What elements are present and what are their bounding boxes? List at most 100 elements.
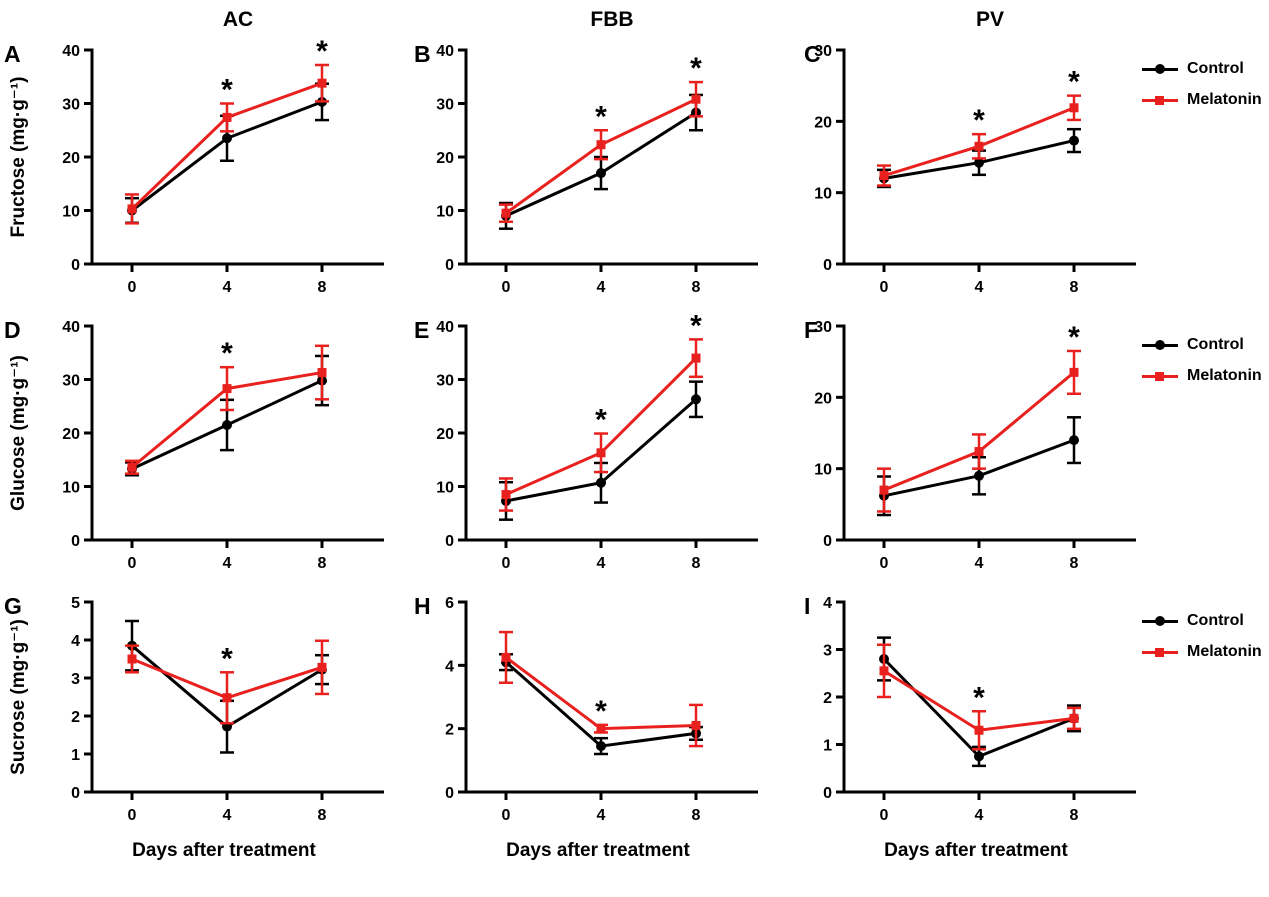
legend-item-control: Control bbox=[1142, 60, 1269, 78]
y-tick-label: 0 bbox=[71, 257, 80, 274]
melatonin-marker bbox=[501, 208, 511, 218]
panel-letter: G bbox=[4, 593, 22, 619]
control-marker bbox=[974, 470, 984, 481]
legend-item-melatonin: Melatonin bbox=[1142, 367, 1269, 385]
melatonin-marker bbox=[1069, 103, 1079, 113]
y-tick-label: 40 bbox=[62, 43, 80, 60]
panel-e-cell: E 0 10 20 30 40 0 4 8 * * bbox=[410, 309, 800, 586]
melatonin-legend-marker-icon bbox=[1142, 647, 1178, 658]
y-tick-label: 40 bbox=[436, 43, 454, 60]
x-tick-label: 8 bbox=[692, 279, 701, 296]
y-tick-label: 30 bbox=[62, 97, 80, 114]
y-tick-label: 30 bbox=[436, 373, 454, 390]
y-tick-label: 0 bbox=[445, 785, 454, 802]
significance-asterisk: * bbox=[221, 337, 233, 370]
melatonin-marker bbox=[879, 485, 889, 495]
column-header-pv: PV bbox=[800, 0, 1140, 34]
melatonin-marker bbox=[596, 724, 606, 734]
x-tick-label: 4 bbox=[597, 279, 606, 296]
y-tick-label: 20 bbox=[436, 150, 454, 167]
melatonin-marker bbox=[1069, 367, 1079, 377]
y-tick-label: 0 bbox=[71, 533, 80, 550]
panel-g-cell: G 0 1 2 3 4 5 0 4 8 Sucrose (mg·g⁻¹) Days after tre… bbox=[0, 586, 410, 892]
y-tick-label: 20 bbox=[62, 150, 80, 167]
x-axis-label: Days after treatment bbox=[506, 840, 690, 861]
x-tick-label: 8 bbox=[692, 807, 701, 824]
melatonin-marker bbox=[127, 204, 137, 214]
y-tick-label: 1 bbox=[823, 738, 832, 755]
x-tick-label: 4 bbox=[223, 279, 232, 296]
y-axis-label: Fructose (mg·g⁻¹) bbox=[8, 77, 29, 238]
x-tick-label: 8 bbox=[318, 807, 327, 824]
y-tick-label: 0 bbox=[445, 533, 454, 550]
column-title-ac: AC bbox=[222, 8, 254, 31]
legend-label-melatonin: Melatonin bbox=[1187, 643, 1262, 660]
y-tick-label: 10 bbox=[436, 480, 454, 497]
control-legend-marker-icon bbox=[1142, 63, 1178, 75]
x-tick-label: 4 bbox=[975, 807, 984, 824]
y-tick-label: 3 bbox=[71, 671, 80, 688]
y-tick-label: 0 bbox=[71, 785, 80, 802]
melatonin-marker bbox=[127, 654, 137, 664]
significance-asterisk: * bbox=[221, 74, 233, 107]
legend-item-melatonin: Melatonin bbox=[1142, 91, 1269, 109]
panel-letter: F bbox=[804, 317, 818, 343]
melatonin-marker bbox=[596, 448, 606, 458]
panel-a-chart: A 0 10 20 30 40 0 4 8 Fructose (mg·g⁻¹) * * bbox=[4, 35, 384, 296]
y-tick-label: 40 bbox=[62, 319, 80, 336]
legend-label-control: Control bbox=[1187, 60, 1244, 77]
y-tick-label: 4 bbox=[71, 633, 80, 650]
y-tick-label: 2 bbox=[823, 690, 832, 707]
x-tick-label: 0 bbox=[128, 807, 137, 824]
y-tick-label: 6 bbox=[445, 595, 454, 612]
x-tick-label: 4 bbox=[975, 279, 984, 296]
significance-asterisk: * bbox=[1068, 66, 1080, 99]
x-tick-label: 8 bbox=[1070, 279, 1079, 296]
panel-a-cell: A 0 10 20 30 40 0 4 8 Fructose (mg·g⁻¹) * * bbox=[0, 34, 410, 310]
y-tick-label: 0 bbox=[823, 257, 832, 274]
control-legend-marker-icon bbox=[1142, 615, 1178, 627]
control-marker bbox=[596, 477, 606, 488]
y-tick-label: 10 bbox=[62, 480, 80, 497]
significance-asterisk: * bbox=[595, 404, 607, 437]
significance-asterisk: * bbox=[973, 681, 985, 714]
y-tick-label: 30 bbox=[62, 373, 80, 390]
y-tick-label: 4 bbox=[823, 595, 832, 612]
melatonin-marker bbox=[691, 721, 701, 730]
legend-label-melatonin: Melatonin bbox=[1187, 91, 1262, 108]
legend-row-3: Control Melatonin bbox=[1140, 586, 1269, 892]
y-tick-label: 0 bbox=[823, 785, 832, 802]
melatonin-marker bbox=[691, 94, 701, 104]
melatonin-marker bbox=[317, 662, 327, 672]
panel-letter: E bbox=[414, 317, 429, 343]
legend-label-melatonin: Melatonin bbox=[1187, 367, 1262, 384]
column-header-ac: AC bbox=[0, 0, 410, 34]
control-marker bbox=[596, 741, 606, 752]
y-tick-label: 2 bbox=[71, 709, 80, 726]
melatonin-marker bbox=[317, 78, 327, 88]
melatonin-marker bbox=[222, 693, 232, 703]
control-marker bbox=[691, 394, 701, 405]
x-tick-label: 8 bbox=[318, 279, 327, 296]
panel-e-chart: E 0 10 20 30 40 0 4 8 * * bbox=[414, 309, 758, 572]
melatonin-marker bbox=[974, 141, 984, 151]
panel-letter: B bbox=[414, 41, 431, 67]
melatonin-marker bbox=[974, 725, 984, 735]
x-tick-label: 4 bbox=[223, 807, 232, 824]
panel-letter: H bbox=[414, 593, 431, 619]
control-marker bbox=[1069, 135, 1079, 146]
significance-asterisk: * bbox=[690, 52, 702, 85]
x-tick-label: 8 bbox=[692, 555, 701, 572]
significance-asterisk: * bbox=[221, 642, 233, 675]
y-axis-label: Glucose (mg·g⁻¹) bbox=[8, 355, 29, 511]
panel-c-cell: C 0 10 20 30 0 4 8 * * bbox=[800, 34, 1140, 310]
y-tick-label: 4 bbox=[445, 658, 454, 675]
x-tick-label: 8 bbox=[318, 555, 327, 572]
y-tick-label: 5 bbox=[71, 595, 80, 612]
melatonin-marker bbox=[691, 353, 701, 363]
y-tick-label: 30 bbox=[814, 43, 832, 60]
y-tick-label: 10 bbox=[814, 462, 832, 479]
y-tick-label: 3 bbox=[823, 643, 832, 660]
